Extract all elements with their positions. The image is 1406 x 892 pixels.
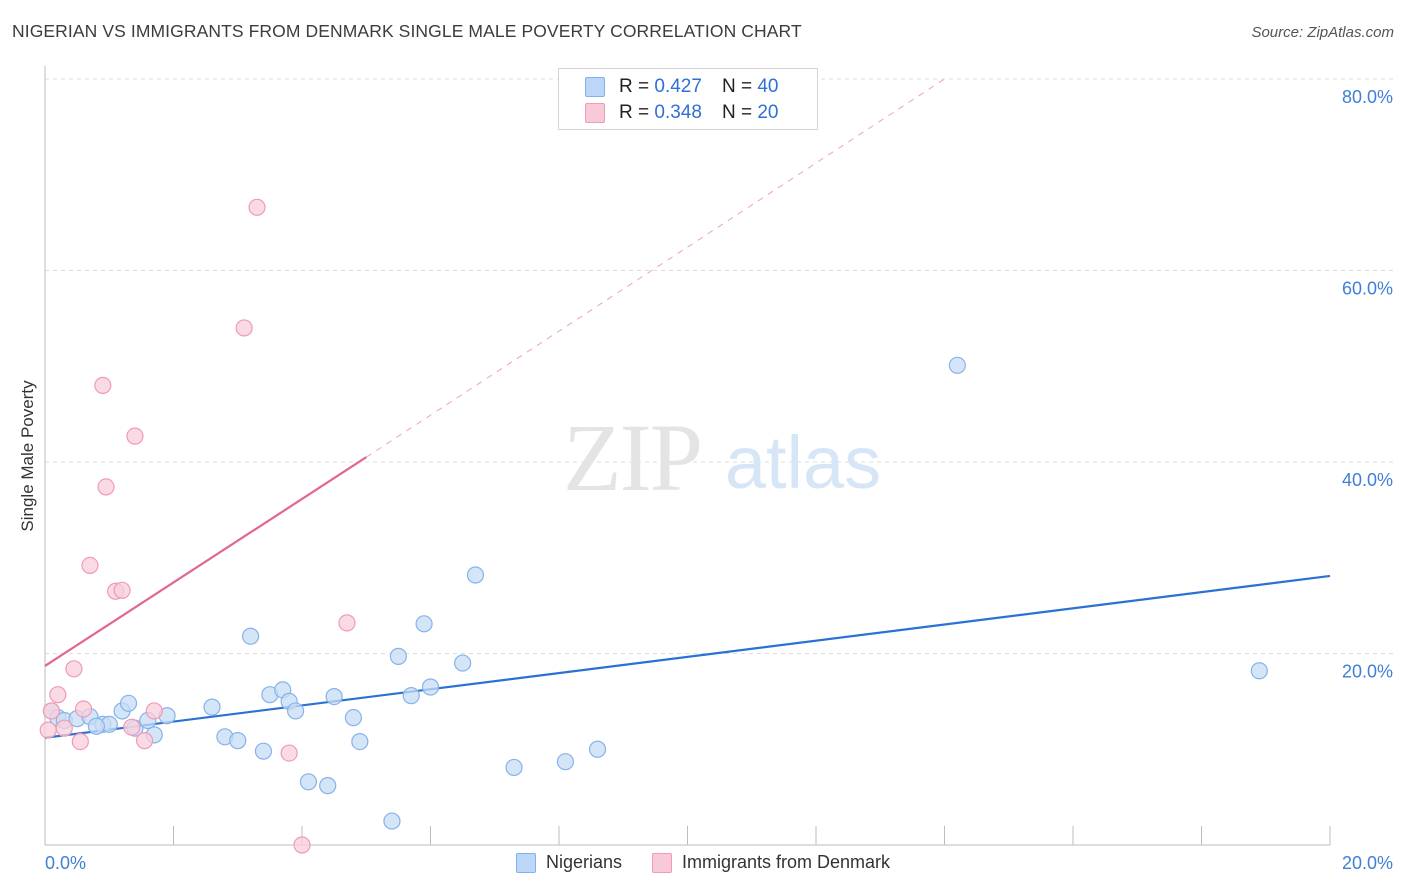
legend-item-nigerians[interactable]: Nigerians [515, 852, 622, 873]
gridlines [45, 78, 1393, 654]
denmark-point [126, 427, 144, 445]
nigerians-point [383, 812, 401, 830]
nigerians-point [556, 753, 575, 771]
watermark-atlas: atlas [725, 421, 881, 504]
denmark-point [113, 581, 131, 599]
denmark-point [55, 719, 73, 737]
nigerians-point [351, 732, 369, 751]
r-value: 0.427 [654, 76, 702, 97]
nigerians-legend-swatch [515, 852, 536, 873]
nigerians-point [588, 740, 607, 758]
denmark-point [74, 700, 93, 718]
denmark-point [338, 614, 356, 632]
stats-legend: R = 0.427 N = 40 R = 0.348 N = 20 [558, 68, 818, 130]
nigerians-point [1250, 662, 1268, 680]
nigerians-point [505, 758, 523, 777]
r-label: R = [619, 102, 650, 123]
r-label: R = [619, 76, 650, 97]
denmark-point [123, 718, 141, 736]
denmark-point [145, 702, 163, 720]
denmark-point [248, 198, 266, 216]
source-credit: Source: ZipAtlas.com [1251, 24, 1394, 41]
nigerians-point [119, 694, 138, 712]
n-label: N = [721, 102, 753, 123]
nigerians-point [87, 717, 106, 735]
denmark-point [235, 319, 253, 337]
data-points [39, 198, 1268, 854]
denmark-point [42, 702, 61, 720]
nigerians-point [454, 654, 472, 672]
y-tick-label: 60.0% [1342, 279, 1393, 299]
denmark-legend-swatch [652, 852, 672, 873]
nigerians-point [421, 678, 440, 696]
y-tick-label: 80.0% [1342, 87, 1393, 107]
watermark-zip: ZIP [563, 404, 701, 511]
r-value: 0.348 [654, 102, 702, 123]
nigerians-point [299, 773, 318, 791]
series-legend: Nigerians Immigrants from Denmark [0, 852, 1406, 873]
nigerians-point [402, 687, 420, 705]
denmark-swatch [585, 103, 605, 123]
denmark-point [94, 376, 112, 394]
axes [44, 66, 1331, 846]
nigerians-point [325, 687, 343, 706]
nigerians-point [242, 627, 260, 645]
nigerians-swatch [585, 77, 605, 97]
tick-labels: 20.0% 40.0% 60.0% 80.0% 0.0% 20.0% [45, 87, 1393, 873]
denmark-point [280, 744, 298, 762]
nigerians-point [948, 356, 966, 374]
x-tick-label: 0.0% [45, 853, 86, 873]
denmark-point [71, 732, 89, 751]
denmark-trend-line [44, 456, 367, 667]
stats-row-denmark: R = 0.348 N = 20 [585, 100, 778, 126]
denmark-point [49, 686, 67, 704]
watermark: ZIP atlas [563, 404, 881, 511]
x-tick-label: 20.0% [1342, 853, 1393, 873]
denmark-point [39, 721, 57, 739]
legend-item-denmark[interactable]: Immigrants from Denmark [652, 852, 890, 873]
denmark-point [293, 836, 311, 854]
legend-label-denmark: Immigrants from Denmark [682, 852, 891, 872]
nigerians-point [319, 777, 337, 795]
nigerians-point [286, 702, 305, 720]
nigerians-point [466, 566, 485, 584]
nigerians-point [229, 732, 247, 750]
chart-title: NIGERIAN VS IMMIGRANTS FROM DENMARK SING… [12, 21, 802, 41]
nigerians-point [254, 742, 273, 760]
denmark-point [81, 556, 99, 575]
denmark-point [97, 478, 115, 496]
y-axis-title: Single Male Poverty [18, 380, 37, 532]
nigerians-trend-line [44, 574, 1331, 739]
n-value: 20 [757, 102, 779, 123]
nigerians-point [415, 615, 433, 633]
denmark-point [135, 732, 154, 750]
denmark-trend-extension [365, 78, 945, 458]
stats-row-nigerians: R = 0.427 N = 40 [585, 74, 778, 100]
n-value: 40 [757, 76, 779, 97]
nigerians-point [203, 698, 221, 716]
nigerians-point [344, 709, 362, 727]
y-tick-label: 40.0% [1342, 470, 1393, 490]
nigerians-point [389, 647, 407, 665]
y-tick-label: 20.0% [1342, 662, 1393, 682]
trend-lines [44, 78, 1331, 739]
denmark-point [65, 660, 83, 678]
n-label: N = [721, 76, 753, 97]
legend-label-nigerians: Nigerians [545, 852, 622, 872]
